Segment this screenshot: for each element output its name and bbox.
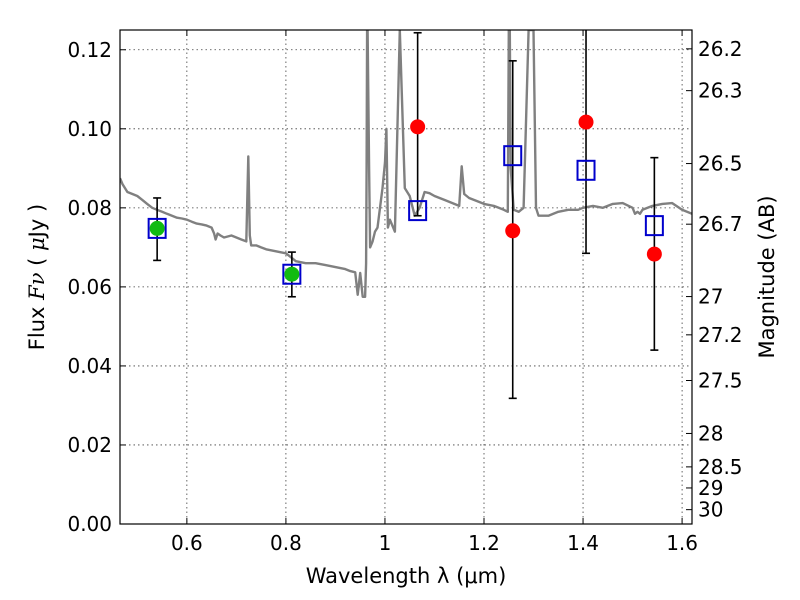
red-point bbox=[578, 114, 594, 130]
y-tick-label: 0.02 bbox=[67, 433, 112, 457]
green-point bbox=[284, 266, 300, 282]
blue-square-marker bbox=[147, 217, 167, 239]
grid bbox=[120, 30, 692, 524]
blue-square-marker bbox=[576, 159, 596, 181]
y-title-prefix: Flux bbox=[25, 300, 49, 350]
x-tick-label: 1.6 bbox=[666, 531, 698, 555]
y-tick-label: 0.10 bbox=[67, 117, 112, 141]
red-point bbox=[505, 223, 521, 239]
green-point bbox=[149, 220, 165, 236]
y-title-unit: Jy ) bbox=[25, 204, 49, 240]
blue-square-marker bbox=[408, 200, 428, 222]
axis-ticks: 0.6 0.8 1 1.2 1.4 1.6 0.00 0.02 0.04 0.06 0.08 0.10… bbox=[67, 30, 743, 555]
blue-square-marker bbox=[644, 215, 664, 237]
y-title-mu: μ bbox=[25, 237, 49, 251]
mag-tick-label: 30 bbox=[698, 498, 723, 522]
y-title-symbol: Fν bbox=[25, 272, 49, 301]
mag-tick-label: 27.5 bbox=[698, 369, 743, 393]
y-tick-label: 0.00 bbox=[67, 512, 112, 536]
blue-square-marker bbox=[282, 263, 302, 285]
mag-tick-label: 28.5 bbox=[698, 455, 743, 479]
y-axis-title-right: Magnitude (AB) bbox=[755, 195, 779, 358]
y-tick-label: 0.12 bbox=[67, 38, 112, 62]
plot-series bbox=[120, 30, 692, 298]
model-spectrum-line bbox=[120, 30, 692, 298]
mag-tick-label: 26.7 bbox=[698, 212, 743, 236]
x-tick-label: 1.4 bbox=[567, 531, 599, 555]
y-title-open: ( bbox=[25, 251, 49, 273]
red-point bbox=[410, 119, 426, 135]
y-tick-label: 0.08 bbox=[67, 196, 112, 220]
x-axis-title: Wavelength λ (μm) bbox=[306, 564, 507, 588]
x-tick-label: 0.6 bbox=[171, 531, 203, 555]
x-tick-label: 1.2 bbox=[468, 531, 500, 555]
mag-tick-label: 26.2 bbox=[698, 37, 743, 61]
y-tick-label: 0.06 bbox=[67, 275, 112, 299]
mag-tick-label: 29 bbox=[698, 476, 723, 500]
x-tick-label: 1 bbox=[379, 531, 392, 555]
x-tick-label: 0.8 bbox=[270, 531, 302, 555]
mag-tick-label: 28 bbox=[698, 421, 723, 445]
mag-tick-label: 27 bbox=[698, 285, 723, 309]
mag-tick-label: 26.5 bbox=[698, 152, 743, 176]
mag-tick-label: 26.3 bbox=[698, 79, 743, 103]
mag-tick-label: 27.2 bbox=[698, 323, 743, 347]
plot-frame bbox=[119, 29, 693, 525]
markers bbox=[147, 114, 664, 285]
y-tick-label: 0.04 bbox=[67, 354, 112, 378]
red-point bbox=[646, 246, 662, 262]
y-axis-title-left: Flux Fν ( μJy ) bbox=[25, 204, 49, 350]
blue-square-marker bbox=[503, 145, 523, 167]
